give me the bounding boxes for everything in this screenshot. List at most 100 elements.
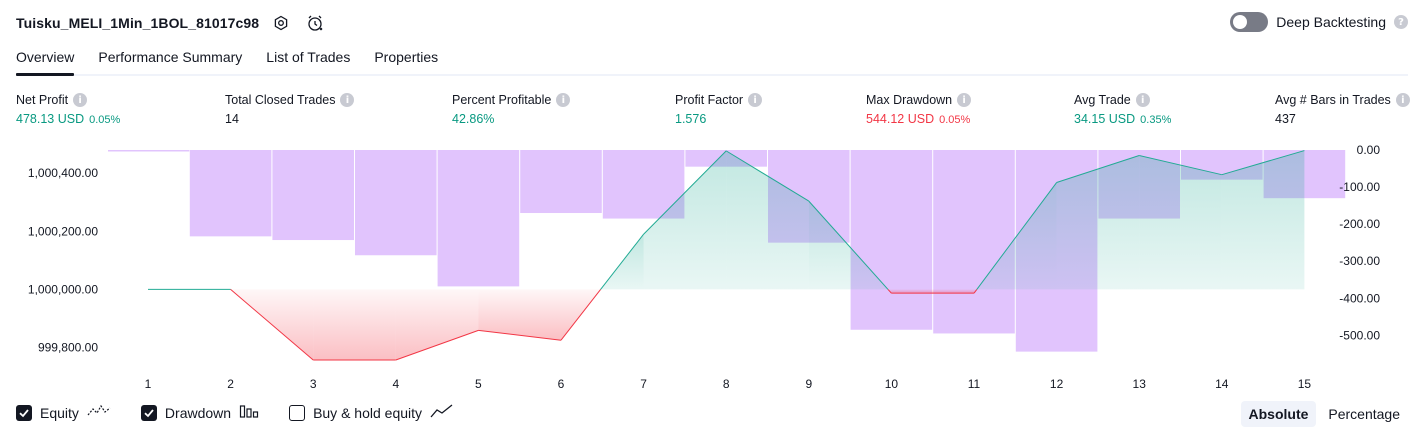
metric-avg-bars: Avg # Bars in Trades i 437: [1275, 93, 1410, 126]
metric-avg-trade: Avg Trade i 34.15 USD 0.35%: [1074, 93, 1171, 126]
metric-percent: 0.05%: [939, 114, 971, 126]
x-axis-tick-label: 3: [310, 377, 317, 390]
drawdown-bar: [355, 150, 437, 256]
tab-bar: Overview Performance Summary List of Tra…: [16, 46, 1408, 76]
info-icon[interactable]: i: [1135, 93, 1150, 107]
right-axis: 0.00 -100.00 -200.00 -300.00 -400.00 -500.00: [1339, 143, 1380, 342]
tab-list-of-trades[interactable]: List of Trades: [266, 49, 351, 65]
equity-area-profit: [726, 150, 809, 290]
right-axis-tick-label: -200.00: [1339, 217, 1380, 231]
metric-percent-profitable: Percent Profitable i 42.86%: [452, 93, 571, 126]
right-axis-tick-label: 0.00: [1357, 143, 1381, 157]
deep-backtesting-label: Deep Backtesting: [1276, 14, 1386, 30]
metric-percent: 0.35%: [1140, 114, 1172, 126]
x-axis-tick-label: 12: [1050, 377, 1064, 390]
buy-hold-checkbox[interactable]: [289, 404, 306, 421]
percentage-button[interactable]: Percentage: [1328, 406, 1400, 422]
equity-area-loss: [974, 289, 977, 294]
equity-line-segment: [230, 289, 314, 361]
equity-line-segment: [1139, 155, 1222, 176]
equity-line-segment: [600, 233, 644, 290]
metric-value: 544.12 USD: [866, 112, 935, 126]
drawdown-bar: [520, 150, 602, 214]
x-axis-tick-label: 11: [968, 377, 981, 390]
drawdown-bar: [189, 150, 272, 237]
equity-area-profit: [1139, 155, 1222, 290]
equity-area-loss: [478, 289, 561, 341]
left-axis: 1,000,400.00 1,000,200.00 1,000,000.00 999,…: [28, 166, 98, 354]
x-axis-tick-label: 7: [640, 377, 647, 390]
equity-line-segment: [478, 329, 562, 341]
deep-backtesting-control: Deep Backtesting ?: [1230, 12, 1408, 32]
metric-total-closed-trades: Total Closed Trades i 14: [225, 93, 355, 126]
x-axis-tick-label: 15: [1298, 377, 1312, 390]
legend-equity[interactable]: Equity: [16, 403, 111, 422]
drawdown-bar: [108, 150, 190, 152]
drawdown-bar: [437, 150, 520, 287]
absolute-button[interactable]: Absolute: [1240, 401, 1317, 427]
strategy-title-row: Tuisku_MELI_1Min_1BOL_81017c98: [16, 10, 327, 36]
equity-area-profit: [643, 150, 727, 290]
x-axis-tick-label: 2: [227, 377, 234, 390]
deep-backtesting-toggle[interactable]: [1230, 12, 1269, 32]
equity-line-icon: [87, 403, 111, 422]
metric-value: 42.86%: [452, 112, 495, 126]
equity-area-profit: [1056, 155, 1140, 290]
buy-hold-line-icon: [430, 403, 454, 422]
equity-checkbox[interactable]: [16, 404, 32, 421]
left-axis-tick-label: 1,000,000.00: [28, 282, 98, 296]
alert-clock-icon[interactable]: [303, 11, 327, 35]
legend-buy-hold[interactable]: Buy & hold equity: [289, 403, 454, 422]
metric-label: Net Profit: [16, 93, 69, 107]
info-icon[interactable]: i: [1395, 93, 1410, 107]
left-axis-tick-label: 999,800.00: [38, 340, 98, 354]
metric-profit-factor: Profit Factor i 1.576: [675, 93, 763, 126]
info-icon[interactable]: i: [73, 93, 88, 107]
tab-performance-summary[interactable]: Performance Summary: [98, 49, 243, 65]
tab-overview[interactable]: Overview: [16, 46, 75, 76]
left-axis-tick-label: 1,000,400.00: [28, 166, 98, 180]
drawdown-checkbox[interactable]: [140, 404, 157, 421]
equity-area-profit: [1221, 150, 1305, 290]
x-axis-tick-label: 14: [1215, 377, 1229, 390]
chart-legend: Equity Drawdown Buy & hold equity: [16, 403, 484, 422]
left-axis-tick-label: 1,000,200.00: [28, 224, 98, 238]
drawdown-bars: [108, 150, 1346, 352]
equity-drawdown-chart[interactable]: 1,000,400.00 1,000,200.00 1,000,000.00 999,…: [0, 140, 1424, 390]
metric-label: Avg # Bars in Trades: [1275, 93, 1391, 107]
equity-line-segment: [976, 182, 1058, 290]
right-axis-tick-label: -500.00: [1339, 328, 1380, 342]
info-icon[interactable]: i: [556, 93, 571, 107]
equity-line-segment: [808, 200, 889, 290]
metric-net-profit: Net Profit i 478.13 USD 0.05%: [16, 93, 120, 126]
metric-value: 437: [1275, 112, 1296, 126]
equity-line-segment: [560, 289, 601, 341]
right-axis-tick-label: -300.00: [1339, 254, 1380, 268]
drawdown-bars-icon: [239, 403, 259, 422]
equity-line-segment: [1056, 155, 1140, 184]
help-icon[interactable]: ?: [1394, 15, 1408, 29]
drawdown-bar: [933, 150, 1015, 334]
settings-icon[interactable]: [269, 11, 293, 35]
drawdown-bar: [272, 150, 354, 241]
metric-value: 1.576: [675, 112, 707, 126]
strategy-title: Tuisku_MELI_1Min_1BOL_81017c98: [16, 15, 260, 31]
drawdown-bar: [850, 150, 933, 330]
equity-line-segment: [1221, 150, 1305, 176]
display-mode-toggle: Absolute Percentage: [1240, 401, 1409, 427]
right-axis-tick-label: -400.00: [1339, 291, 1380, 305]
metric-percent: 0.05%: [89, 114, 121, 126]
equity-line-segment: [643, 150, 727, 235]
info-icon[interactable]: i: [748, 93, 763, 107]
metric-max-drawdown: Max Drawdown i 544.12 USD 0.05%: [866, 93, 972, 126]
x-axis-tick-label: 10: [885, 377, 899, 390]
tab-properties[interactable]: Properties: [374, 49, 439, 65]
equity-area-loss: [891, 289, 974, 294]
info-icon[interactable]: i: [340, 93, 355, 107]
legend-label: Equity: [40, 404, 79, 421]
x-axis-tick-label: 13: [1133, 377, 1147, 390]
metric-label: Avg Trade: [1074, 93, 1131, 107]
legend-drawdown[interactable]: Drawdown: [140, 403, 259, 422]
x-axis-tick-label: 4: [392, 377, 399, 390]
info-icon[interactable]: i: [957, 93, 972, 107]
